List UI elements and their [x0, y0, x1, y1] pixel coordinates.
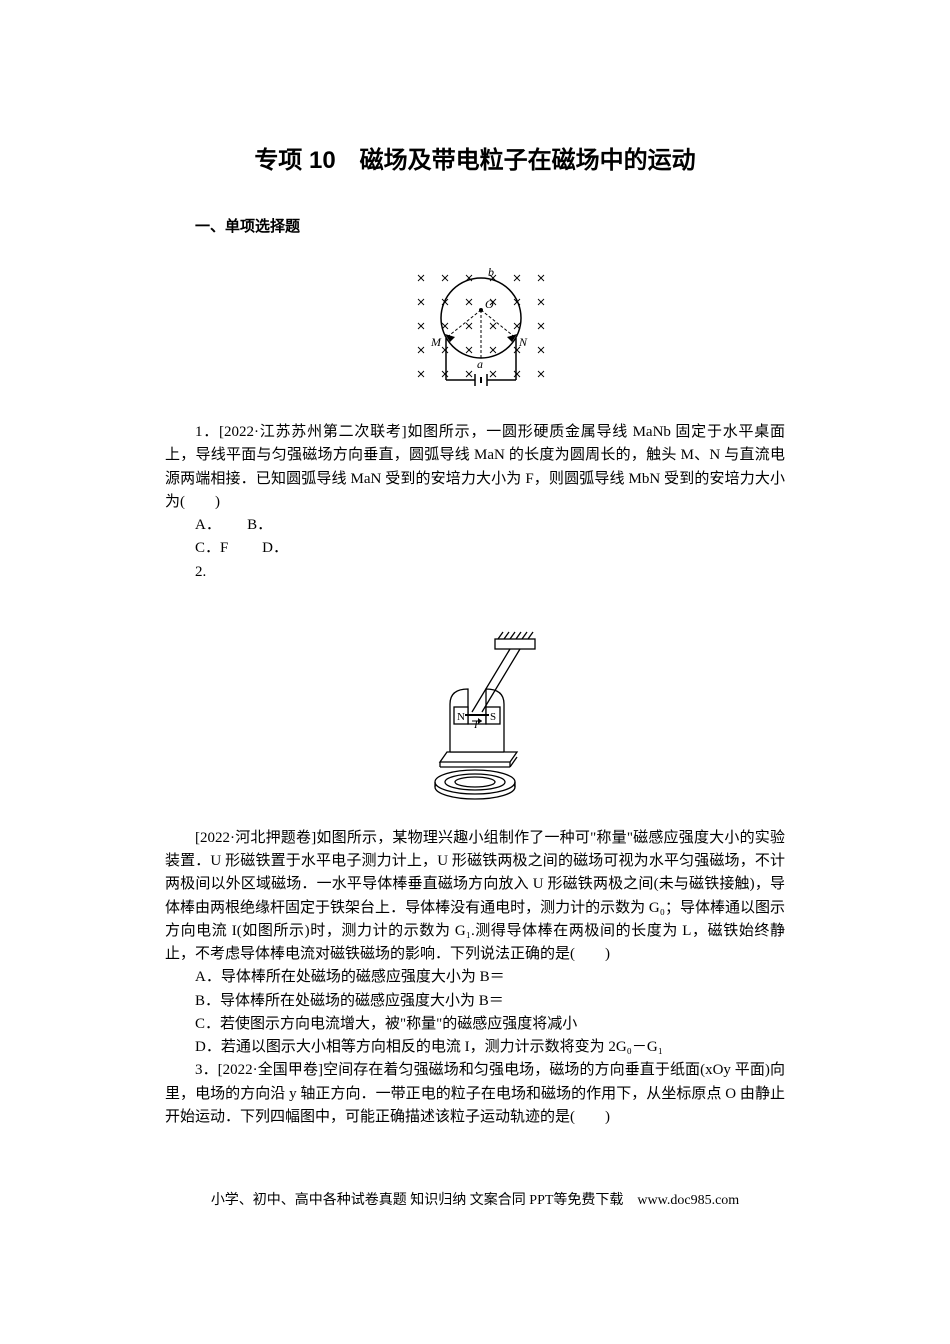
label-b: b: [488, 265, 494, 279]
q1-B: B．: [247, 517, 272, 533]
q1-D: D．: [262, 540, 288, 556]
page-title: 专项 10 磁场及带电粒子在磁场中的运动: [165, 140, 785, 175]
fig2-N: N: [457, 711, 465, 723]
q1-opts-CD: C．F D．: [165, 537, 785, 560]
label-O: O: [485, 297, 494, 311]
q2-A: A．导体棒所在处磁场的磁感应强度大小为 B＝: [165, 966, 785, 989]
label-M: M: [430, 335, 442, 349]
q1-opts-AB: A． B．: [165, 514, 785, 537]
fig2-S: S: [490, 711, 496, 723]
section-heading: 一、单项选择题: [165, 215, 785, 236]
label-N: N: [518, 335, 528, 349]
q2-C: C．若使图示方向电流增大，被"称量"的磁感应强度将减小: [165, 1013, 785, 1036]
label-a: a: [477, 357, 483, 371]
q3-text: 3．[2022·全国甲卷]空间存在着匀强磁场和匀强电场，磁场的方向垂直于纸面(x…: [165, 1059, 785, 1129]
q2-number: 2.: [165, 561, 785, 584]
q1-text: 1．[2022·江苏苏州第二次联考]如图所示，一圆形硬质金属导线 MaNb 固定…: [165, 421, 785, 514]
page-footer: 小学、初中、高中各种试卷真题 知识归纳 文案合同 PPT等免费下载 www.do…: [165, 1189, 785, 1209]
figure-1: O M N a b: [165, 248, 785, 403]
q1-C: C．F: [195, 540, 258, 556]
q2-text: [2022·河北押题卷]如图所示，某物理兴趣小组制作了一种可"称量"磁感应强度大…: [165, 827, 785, 967]
q2-B: B．导体棒所在处磁场的磁感应强度大小为 B＝: [165, 990, 785, 1013]
figure-2: N S I: [165, 594, 785, 809]
q1-A: A．: [195, 517, 243, 533]
figure-2-svg: N S I: [390, 594, 560, 804]
page-container: 专项 10 磁场及带电粒子在磁场中的运动 一、单项选择题: [0, 0, 950, 1249]
q2-D: D．若通以图示大小相等方向相反的电流 I，测力计示数将变为 2G₀－G₁: [165, 1036, 785, 1059]
figure-1-svg: O M N a b: [395, 248, 555, 398]
